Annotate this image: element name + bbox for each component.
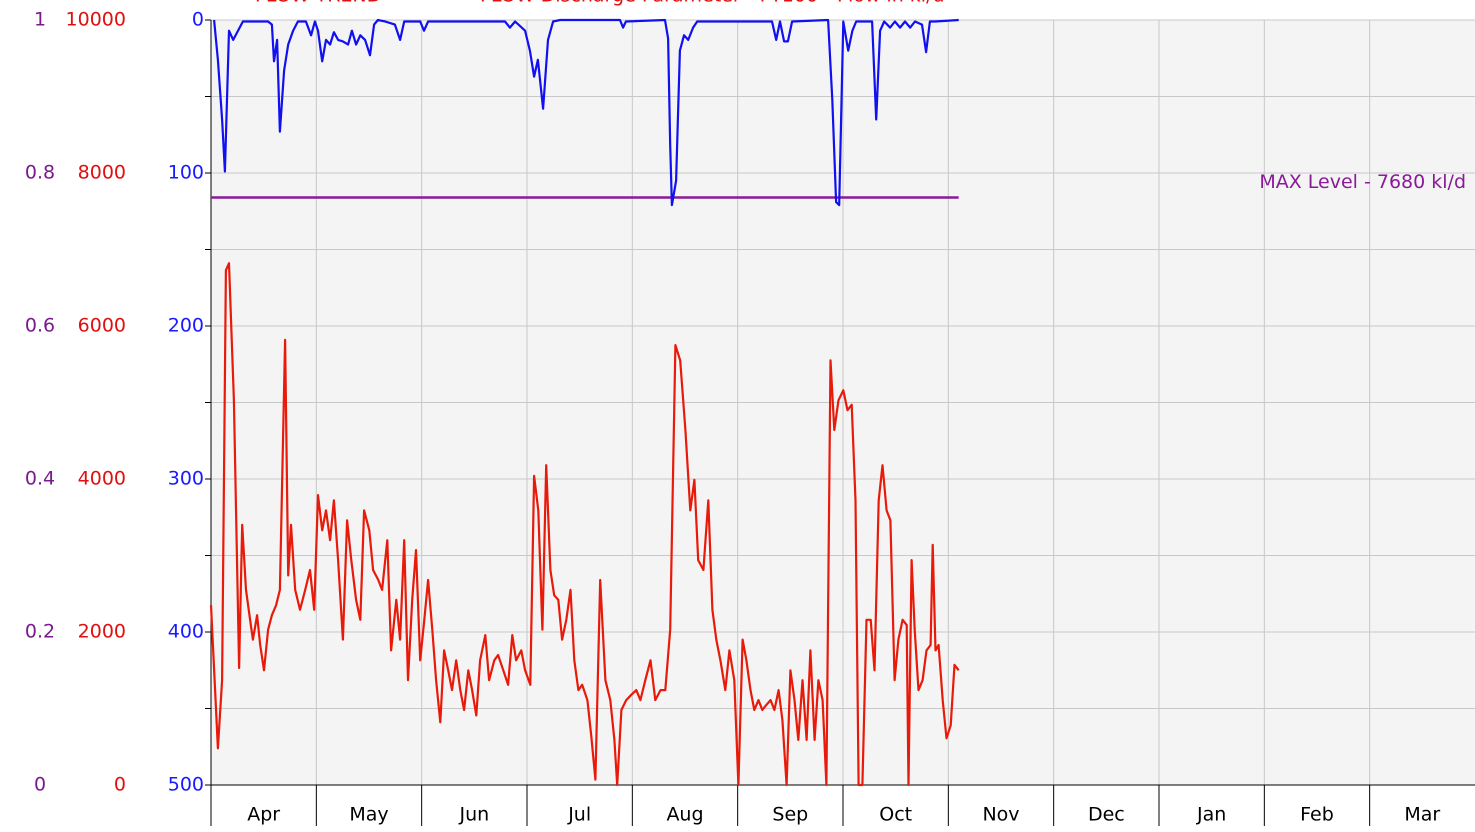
y3-tick-label: 0 — [192, 9, 204, 31]
line-series — [213, 18, 959, 207]
y3-tick-label: 400 — [168, 621, 204, 643]
y-tick-label: 0 — [34, 774, 46, 796]
y-tick-label: 0.8 — [25, 162, 55, 184]
x-tick-label: Oct — [879, 804, 912, 826]
x-tick-label: Apr — [247, 804, 280, 826]
y-tick-label: 0.6 — [25, 315, 55, 337]
chart-title: FLOW Discharge Parameter - FT100 - Flow … — [480, 0, 945, 7]
x-tick-label: Nov — [982, 804, 1019, 826]
x-tick-label: Feb — [1300, 804, 1334, 826]
y2-tick-label: 10000 — [66, 9, 126, 31]
y-tick-label: 1 — [34, 9, 46, 31]
max-level-label: MAX Level - 7680 kl/d — [1259, 171, 1466, 193]
x-tick-label: Dec — [1088, 804, 1125, 826]
x-tick-label: Sep — [772, 804, 808, 826]
y3-tick-label: 200 — [168, 315, 204, 337]
y2-tick-label: 6000 — [78, 315, 126, 337]
y-tick-label: 0.4 — [25, 468, 55, 490]
x-tick-label: Aug — [666, 804, 703, 826]
y2-tick-label: 0 — [114, 774, 126, 796]
x-tick-label: Mar — [1404, 804, 1440, 826]
y-tick-label: 0.2 — [25, 621, 55, 643]
chart-title: FLOW TREND — [255, 0, 381, 7]
x-tick-label: Jun — [458, 804, 489, 826]
line-series — [209, 262, 960, 787]
y2-tick-label: 8000 — [78, 162, 126, 184]
y2-tick-label: 4000 — [78, 468, 126, 490]
x-tick-label: Jan — [1196, 804, 1226, 826]
y2-tick-label: 2000 — [78, 621, 126, 643]
y3-tick-label: 300 — [168, 468, 204, 490]
y3-tick-label: 100 — [168, 162, 204, 184]
y3-tick-label: 500 — [168, 774, 204, 796]
x-tick-label: May — [349, 804, 388, 826]
x-tick-label: Jul — [567, 804, 591, 826]
